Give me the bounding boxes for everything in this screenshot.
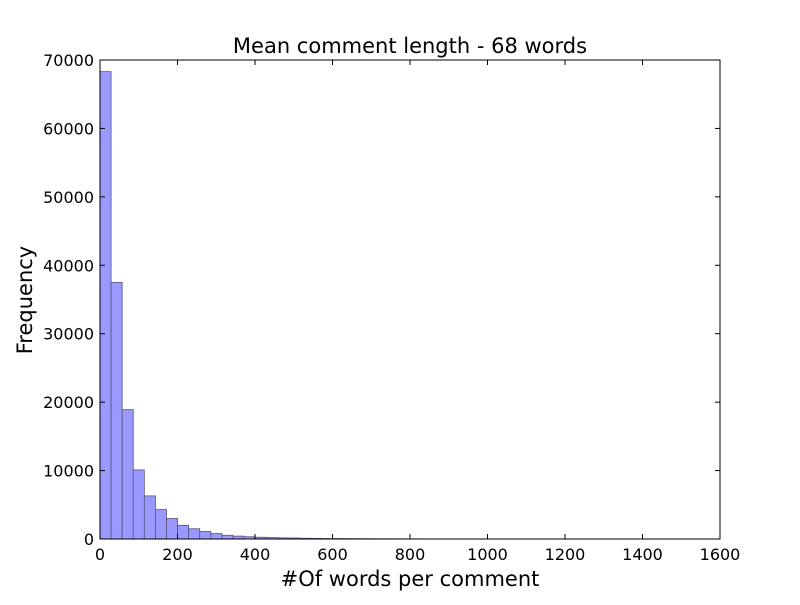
- histogram-bar: [111, 282, 122, 539]
- axis-ticks: [100, 60, 720, 539]
- histogram-bar: [144, 496, 155, 539]
- x-tick-label: 800: [395, 545, 426, 564]
- histogram-bar: [100, 72, 111, 539]
- histogram-bar: [189, 529, 200, 539]
- x-tick-label: 0: [95, 545, 105, 564]
- x-tick-label: 1400: [622, 545, 663, 564]
- histogram-bar: [167, 518, 178, 539]
- chart-title: Mean comment length - 68 words: [233, 34, 587, 58]
- x-tick-label: 1600: [700, 545, 741, 564]
- histogram-bar: [178, 525, 189, 539]
- histogram-bar: [133, 470, 144, 539]
- x-tick-label: 600: [317, 545, 348, 564]
- y-tick-label: 30000: [43, 325, 94, 344]
- y-tick-label: 0: [84, 530, 94, 549]
- y-tick-label: 70000: [43, 51, 94, 70]
- plot-frame: [100, 60, 720, 539]
- x-tick-label: 400: [240, 545, 271, 564]
- histogram-bar: [122, 410, 133, 539]
- x-tick-label: 1200: [545, 545, 586, 564]
- histogram-bar: [222, 535, 233, 539]
- x-axis-label: #Of words per comment: [281, 567, 540, 591]
- histogram-bars: [100, 72, 432, 539]
- histogram-bar: [155, 510, 166, 539]
- y-axis-label: Frequency: [13, 246, 37, 355]
- histogram-bar: [200, 531, 211, 539]
- y-tick-label: 20000: [43, 393, 94, 412]
- y-tick-label: 10000: [43, 462, 94, 481]
- histogram-bar: [211, 534, 222, 539]
- y-tick-label: 50000: [43, 188, 94, 207]
- y-tick-label: 60000: [43, 119, 94, 138]
- tick-labels: 0 200 400 600 800 1000 1200 1400 1600 0 10000 20000…: [43, 51, 740, 564]
- x-tick-label: 200: [162, 545, 193, 564]
- x-tick-label: 1000: [467, 545, 508, 564]
- y-tick-label: 40000: [43, 256, 94, 275]
